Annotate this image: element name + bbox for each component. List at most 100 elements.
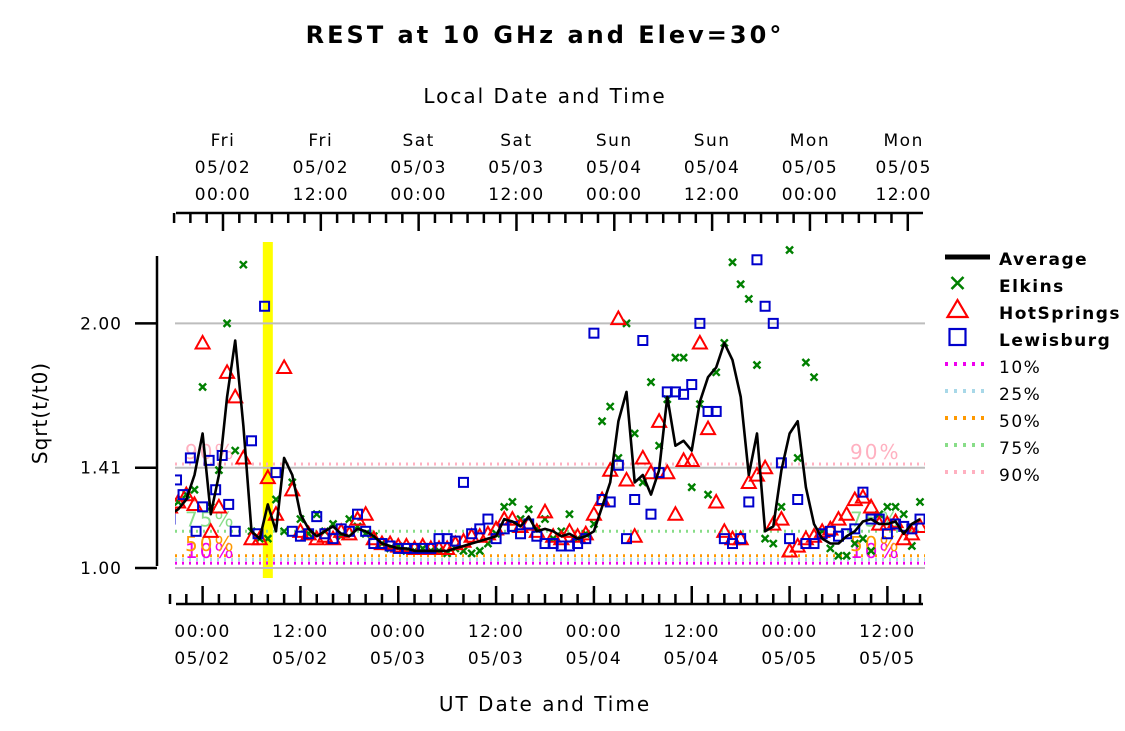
data-point-lewisburg <box>784 533 796 545</box>
data-point-elkins <box>279 526 289 536</box>
top-tick-label-date: 05/03 <box>390 158 447 178</box>
data-point-lewisburg <box>629 494 641 506</box>
bottom-tick-label-time: 12:00 <box>468 622 525 642</box>
data-point-elkins <box>565 509 574 519</box>
data-point-hotsprings <box>536 502 554 519</box>
data-point-elkins <box>630 429 640 438</box>
data-point-hotsprings <box>772 510 791 526</box>
data-point-lewisburg <box>229 525 241 537</box>
legend-item: 90% <box>945 466 1041 486</box>
data-point-lewisburg <box>457 476 469 488</box>
data-point-elkins <box>239 260 248 270</box>
data-point-lewisburg <box>449 535 461 547</box>
top-tick-label-time: 12:00 <box>684 185 741 205</box>
legend-label: 50% <box>999 412 1041 432</box>
data-point-lewisburg <box>694 317 706 329</box>
percentile-label-right: 90% <box>850 440 900 464</box>
data-point-elkins <box>891 502 900 512</box>
data-point-elkins <box>671 353 680 362</box>
data-point-lewisburg <box>175 513 176 525</box>
legend-item: HotSprings <box>945 297 1121 324</box>
top-tick-label-day: Mon <box>790 131 830 151</box>
y-tick-label: 2.00 <box>80 314 122 334</box>
data-point-elkins <box>190 485 199 495</box>
data-point-elkins <box>597 416 607 426</box>
percentile-label-right: 10% <box>850 539 900 563</box>
legend-item: Lewisburg <box>948 327 1111 351</box>
series-lewisburg <box>175 254 925 554</box>
top-axis-label: Local Date and Time <box>423 84 666 108</box>
data-point-hotsprings <box>617 470 636 487</box>
legend-label: 75% <box>999 439 1041 459</box>
legend-item: 50% <box>945 412 1041 432</box>
data-point-hotsprings <box>650 412 668 428</box>
legend-label: 25% <box>999 385 1041 405</box>
bottom-tick-label-date: 05/05 <box>761 649 818 669</box>
data-point-elkins <box>508 497 517 507</box>
data-point-elkins <box>768 539 778 548</box>
data-point-lewisburg <box>743 496 755 508</box>
data-point-hotsprings <box>699 419 717 436</box>
bottom-tick-label-time: 12:00 <box>663 622 720 642</box>
data-point-hotsprings <box>634 448 652 465</box>
bottom-tick-label-time: 00:00 <box>370 622 427 642</box>
data-point-elkins <box>728 257 737 267</box>
data-point-lewisburg <box>223 498 235 510</box>
series-elkins <box>175 245 925 561</box>
legend-label: 90% <box>999 466 1041 486</box>
data-point-hotsprings <box>862 497 880 514</box>
percentile-label-left: 90% <box>185 440 235 464</box>
data-point-lewisburg <box>588 327 600 339</box>
data-point-hotsprings <box>503 510 522 526</box>
data-point-lewisburg <box>808 538 820 550</box>
bottom-tick-label-time: 00:00 <box>566 622 623 642</box>
data-point-hotsprings <box>789 536 807 553</box>
data-point-hotsprings <box>894 529 913 546</box>
data-point-hotsprings <box>829 510 848 526</box>
data-point-elkins <box>499 502 509 512</box>
data-point-lewisburg <box>190 525 202 537</box>
legend-item: Average <box>945 250 1087 270</box>
top-tick-label-day: Mon <box>884 131 924 151</box>
data-point-hotsprings <box>552 529 571 546</box>
top-tick-label-date: 05/05 <box>782 158 839 178</box>
data-point-hotsprings <box>715 522 734 538</box>
data-point-elkins <box>222 319 232 328</box>
data-point-elkins <box>777 502 786 512</box>
data-point-lewisburg <box>735 533 747 545</box>
data-point-elkins <box>467 548 476 558</box>
data-point-elkins <box>230 446 240 455</box>
data-point-lewisburg <box>270 467 282 479</box>
data-point-hotsprings <box>275 358 293 375</box>
bottom-axis-label: UT Date and Time <box>439 692 651 716</box>
data-point-elkins <box>736 279 746 289</box>
legend-label: Lewisburg <box>999 331 1111 351</box>
legend-label: HotSprings <box>999 304 1121 324</box>
y-axis-label: Sqrt(t/t0) <box>28 362 52 464</box>
top-tick-label-day: Sun <box>596 131 633 151</box>
data-point-lewisburg <box>515 528 527 540</box>
data-point-elkins <box>524 504 534 514</box>
data-point-lewisburg <box>710 405 722 417</box>
chart-title: REST at 10 GHz and Elev=30° <box>306 21 785 49</box>
data-point-elkins <box>915 497 925 507</box>
data-point-elkins <box>744 294 754 304</box>
top-tick-label-date: 05/03 <box>488 158 545 178</box>
top-tick-label-date: 05/02 <box>195 158 252 178</box>
data-point-lewisburg <box>259 300 271 312</box>
y-tick-label: 1.41 <box>80 459 122 479</box>
data-point-hotsprings <box>226 387 244 404</box>
data-point-hotsprings <box>438 539 456 556</box>
data-point-elkins <box>858 534 868 543</box>
percentile-label-left: 10% <box>185 539 235 563</box>
top-tick-label-time: 00:00 <box>390 185 447 205</box>
top-tick-label-date: 05/04 <box>586 158 643 178</box>
data-point-elkins <box>198 382 207 392</box>
data-point-elkins <box>842 551 851 561</box>
data-point-hotsprings <box>674 451 693 467</box>
data-point-lewisburg <box>637 335 649 347</box>
legend-item: 25% <box>945 385 1041 405</box>
data-point-elkins <box>834 551 843 561</box>
data-point-hotsprings <box>609 309 628 326</box>
